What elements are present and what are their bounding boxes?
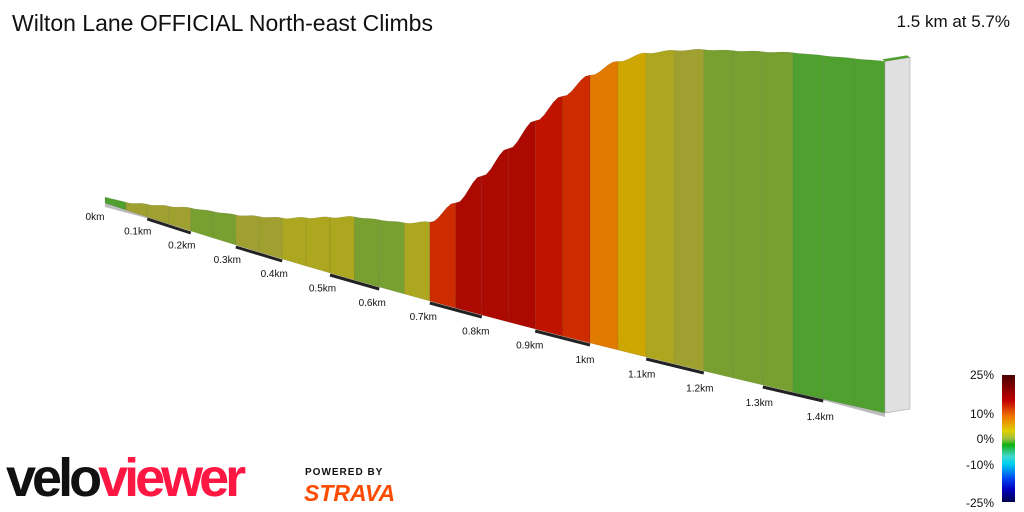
distance-tick-label: 0.4km <box>261 269 288 280</box>
logo-viewer: viewer <box>98 448 246 508</box>
profile-segment <box>125 201 148 218</box>
profile-segment <box>281 216 307 267</box>
distance-scale-segment <box>329 273 380 291</box>
climb-summary: 1.5 km at 5.7% <box>896 12 1010 31</box>
profile-segment <box>305 216 331 274</box>
distance-scale-segment <box>762 385 824 403</box>
profile-segment <box>212 211 237 246</box>
distance-scale-segment <box>645 357 705 375</box>
gradient-color-legend <box>1002 375 1015 502</box>
profile-segment <box>455 175 483 316</box>
distance-tick-label: 0.5km <box>309 284 336 295</box>
distance-tick-label: 0.6km <box>359 298 386 309</box>
distance-tick-label: 0.1km <box>124 226 151 237</box>
profile-segment <box>104 196 127 211</box>
profile-segment <box>146 203 170 225</box>
distance-scale-segment <box>429 301 483 319</box>
distance-tick-label: 0.8km <box>462 326 489 337</box>
distance-tick-label: 1.1km <box>628 369 655 380</box>
distance-tick-label: 0km <box>86 212 105 223</box>
profile-segment <box>481 148 509 323</box>
profile-segment <box>534 95 563 337</box>
profile-segment <box>190 207 214 239</box>
profile-segment <box>258 216 283 260</box>
profile-segment <box>589 61 619 351</box>
distance-scale-segment <box>146 217 192 235</box>
distance-tick-label: 0.7km <box>410 312 437 323</box>
profile-segment <box>792 52 824 400</box>
distance-scale-segment <box>235 245 283 263</box>
profile-segment <box>378 219 405 295</box>
profile-segment <box>703 49 734 379</box>
legend-label-10: 10% <box>969 407 994 421</box>
profile-segment <box>562 74 591 344</box>
profile-segment <box>762 51 794 393</box>
distance-tick-label: 0.9km <box>516 341 543 352</box>
profile-segment <box>732 50 764 386</box>
legend-label-25: 25% <box>969 368 994 382</box>
profile-segment <box>429 202 456 309</box>
page-title: Wilton Lane OFFICIAL North-east Climbs <box>12 10 433 36</box>
distance-scale-segment <box>534 329 591 347</box>
profile-segment <box>235 214 260 253</box>
profile-segment <box>168 205 192 232</box>
powered-by-label: POWERED BY <box>305 467 384 478</box>
profile-segment <box>404 221 431 302</box>
profile-segment <box>354 216 380 288</box>
distance-tick-label: 1.4km <box>807 412 834 423</box>
strava-logo[interactable]: STRAVA <box>304 480 396 506</box>
distance-tick-label: 1.3km <box>746 398 773 409</box>
veloviewer-logo[interactable]: veloviewer <box>6 448 246 508</box>
profile-segment <box>617 52 647 358</box>
distance-tick-label: 1.2km <box>686 384 713 395</box>
legend-label-0: 0% <box>976 432 994 446</box>
profile-segment <box>508 120 536 330</box>
legend-label-neg10: -10% <box>965 458 994 472</box>
profile-top-edge <box>882 55 910 62</box>
distance-tick-label: 0.2km <box>168 241 195 252</box>
profile-segment <box>329 215 355 281</box>
profile-segment <box>645 49 676 365</box>
logo-velo: velo <box>6 448 102 508</box>
legend-label-neg25: -25% <box>965 496 994 510</box>
distance-tick-label: 1km <box>576 355 595 366</box>
profile-end-face <box>884 57 911 414</box>
profile-segment <box>674 48 705 372</box>
profile-segment <box>822 55 855 407</box>
profile-segment <box>853 58 886 414</box>
distance-tick-label: 0.3km <box>214 255 241 266</box>
